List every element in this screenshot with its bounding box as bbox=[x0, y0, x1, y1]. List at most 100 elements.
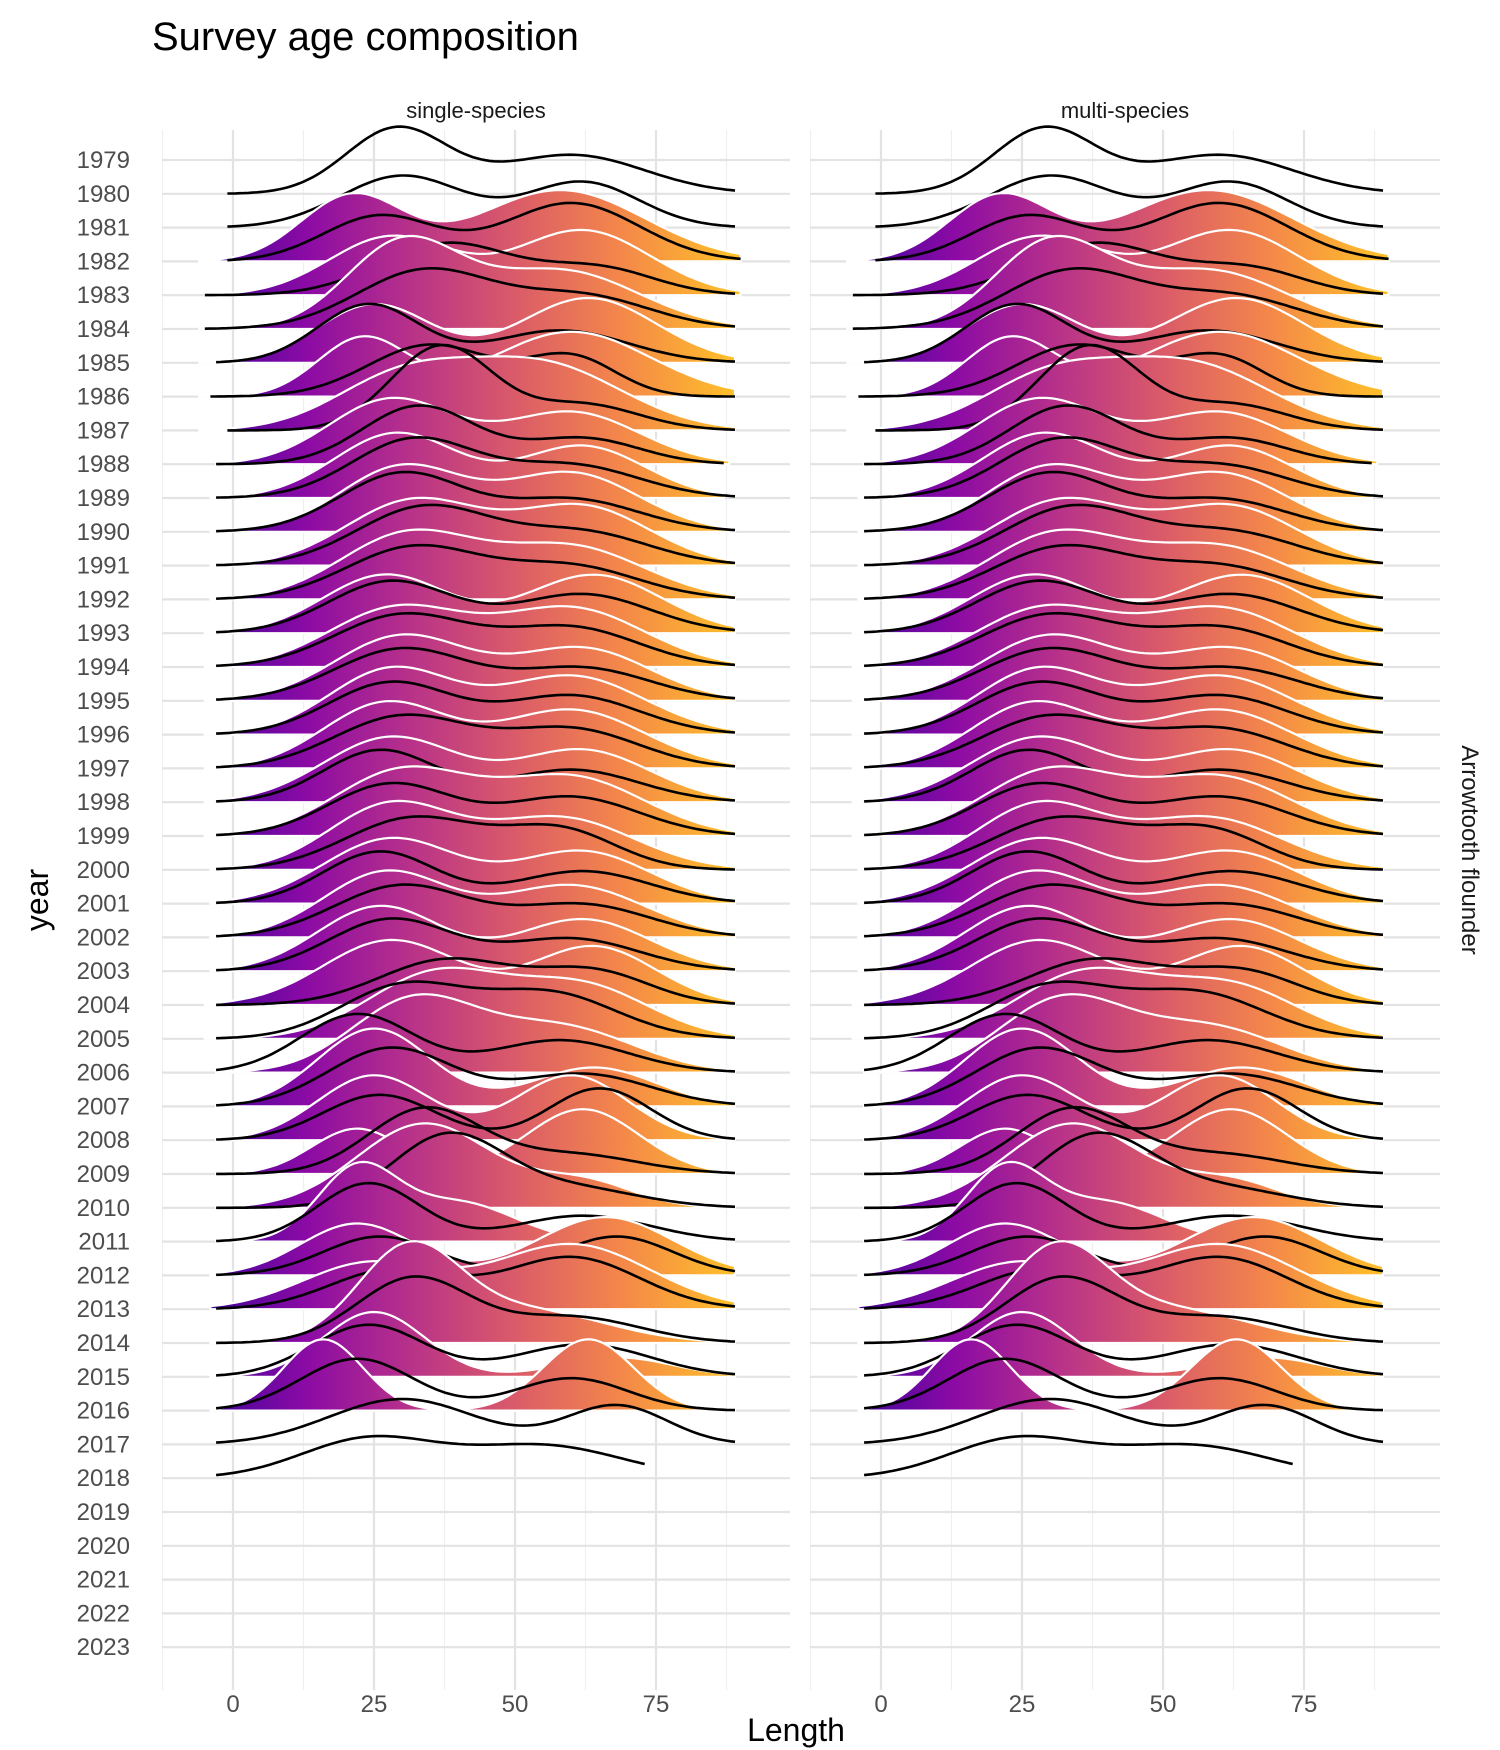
ridge-outline-1986 bbox=[858, 343, 1383, 398]
ridge-outline-2010 bbox=[216, 1131, 736, 1210]
ridge-fill-2000 bbox=[857, 799, 1385, 871]
ridge-outline-1984 bbox=[852, 267, 1384, 330]
ridge-outline-2016 bbox=[215, 1357, 736, 1412]
ridge-outline-2009 bbox=[216, 1105, 736, 1176]
ridge-fill-1987 bbox=[846, 355, 1385, 432]
y-tick-label: 2017 bbox=[77, 1431, 130, 1458]
ridge-outline-2005 bbox=[864, 980, 1384, 1040]
y-tick-label: 2011 bbox=[78, 1229, 130, 1256]
ridge-outline-2000 bbox=[864, 815, 1384, 871]
x-tick-label: 25 bbox=[1009, 1691, 1036, 1718]
x-tick-label: 50 bbox=[502, 1691, 529, 1718]
ridge-outline-1989 bbox=[216, 435, 736, 499]
ridge-outline-2016 bbox=[863, 1357, 1384, 1412]
y-tick-label: 1991 bbox=[77, 553, 130, 580]
ridge-outline-1982 bbox=[875, 201, 1389, 262]
chart-title: Survey age composition bbox=[152, 15, 579, 59]
y-tick-label: 1997 bbox=[77, 755, 130, 782]
y-tick-label: 1981 bbox=[77, 215, 130, 242]
ridge-outline-1993 bbox=[216, 579, 736, 634]
y-tick-label: 2007 bbox=[77, 1093, 130, 1120]
y-axis-title: year bbox=[19, 869, 55, 932]
y-tick-label: 2016 bbox=[77, 1398, 130, 1425]
ridge-outline-1997 bbox=[864, 713, 1384, 769]
ridge-outline-2007 bbox=[216, 1046, 736, 1107]
ridge-outline-2018 bbox=[863, 1434, 1293, 1477]
y-tick-label: 2008 bbox=[77, 1127, 130, 1154]
ridge-outline-1982 bbox=[227, 201, 741, 262]
y-tick-label: 1992 bbox=[77, 586, 130, 613]
ridge-outline-1999 bbox=[216, 781, 736, 837]
ridge-fill-2000 bbox=[209, 799, 737, 871]
y-tick-label: 2019 bbox=[77, 1499, 130, 1526]
panel-strip-label: multi-species bbox=[1061, 98, 1189, 123]
ridge-outline-1997 bbox=[216, 713, 736, 769]
ridge-outline-2017 bbox=[864, 1397, 1384, 1444]
x-tick-label: 75 bbox=[1291, 1691, 1318, 1718]
ridge-outline-2011 bbox=[864, 1181, 1384, 1243]
y-tick-label: 1988 bbox=[77, 451, 130, 478]
ridge-outline-2006 bbox=[215, 1012, 736, 1073]
y-tick-label: 1979 bbox=[77, 147, 130, 174]
y-tick-label: 2013 bbox=[77, 1296, 130, 1323]
ridge-outline-2014 bbox=[864, 1275, 1384, 1345]
panel-multi-species: multi-species 0 25 50 75 bbox=[809, 98, 1440, 1718]
y-tick-label: 1984 bbox=[77, 316, 130, 343]
ridge-fill-2016 bbox=[209, 1338, 737, 1412]
ridge-outline-1995 bbox=[864, 646, 1384, 701]
y-tick-label: 1982 bbox=[77, 248, 130, 275]
y-tick-label: 2015 bbox=[77, 1364, 130, 1391]
ridge-outline-1981 bbox=[875, 174, 1384, 228]
y-tick-label: 2020 bbox=[77, 1533, 130, 1560]
ridge-outline-1992 bbox=[216, 543, 736, 600]
ridge-outline-2004 bbox=[864, 957, 1384, 1007]
ridge-outline-1990 bbox=[216, 470, 736, 533]
y-tick-label: 2005 bbox=[77, 1026, 130, 1053]
ridge-outline-2008 bbox=[864, 1087, 1384, 1141]
ridge-fill-1991 bbox=[209, 496, 737, 567]
x-tick-label: 0 bbox=[226, 1691, 239, 1718]
ridge-outline-1987 bbox=[227, 343, 736, 432]
ridge-fill-2016 bbox=[857, 1338, 1385, 1412]
ridge-outline-2017 bbox=[216, 1397, 736, 1444]
x-tick-label: 25 bbox=[361, 1691, 388, 1718]
ridge-outline-2007 bbox=[864, 1046, 1384, 1107]
y-tick-label: 1989 bbox=[77, 485, 130, 512]
panel-single-species: single-species 0 25 50 75 bbox=[161, 98, 790, 1718]
ridge-outline-1983 bbox=[852, 241, 1384, 297]
ridge-outline-1980 bbox=[875, 125, 1384, 195]
ridge-outline-2006 bbox=[863, 1012, 1384, 1073]
panels: single-species 0 25 50 75 multi-species 0 25 50 7… bbox=[161, 98, 1440, 1718]
ridge-outline-2011 bbox=[216, 1181, 736, 1243]
ridge-outline-1988 bbox=[864, 404, 1372, 466]
y-tick-label: 2002 bbox=[77, 924, 130, 951]
ridge-outline-1999 bbox=[864, 781, 1384, 837]
y-tick-label: 2023 bbox=[77, 1634, 130, 1661]
ridge-outline-2001 bbox=[216, 850, 736, 905]
y-tick-label: 1996 bbox=[77, 722, 130, 749]
ridge-outline-1983 bbox=[204, 241, 736, 297]
ridge-outline-2000 bbox=[216, 815, 736, 871]
y-tick-label: 1987 bbox=[77, 417, 130, 444]
y-tick-label: 1994 bbox=[77, 654, 130, 681]
ridge-outline-1988 bbox=[216, 404, 724, 466]
ridge-outline-1996 bbox=[864, 680, 1384, 735]
y-tick-label: 2003 bbox=[77, 958, 130, 985]
y-tick-label: 2009 bbox=[77, 1161, 130, 1188]
y-tick-label: 1980 bbox=[77, 181, 130, 208]
ridge-outline-2002 bbox=[216, 883, 736, 938]
ridge-outline-1994 bbox=[864, 611, 1384, 668]
ridge-outline-1991 bbox=[864, 503, 1384, 567]
ridge-outline-1985 bbox=[864, 302, 1384, 364]
y-tick-labels: 1979 1980 1981 1982 1983 1984 1985 1986 1987 1988… bbox=[77, 147, 130, 1661]
ridge-outline-2005 bbox=[216, 980, 736, 1040]
ridge-outline-1989 bbox=[864, 435, 1384, 499]
x-tick-label: 0 bbox=[874, 1691, 887, 1718]
y-tick-label: 1998 bbox=[77, 789, 130, 816]
ridge-outline-1994 bbox=[216, 611, 736, 668]
y-tick-label: 2022 bbox=[77, 1600, 130, 1627]
y-tick-label: 2000 bbox=[77, 857, 130, 884]
ridge-fill-1991 bbox=[857, 496, 1385, 567]
ridge-outline-2003 bbox=[864, 917, 1384, 972]
